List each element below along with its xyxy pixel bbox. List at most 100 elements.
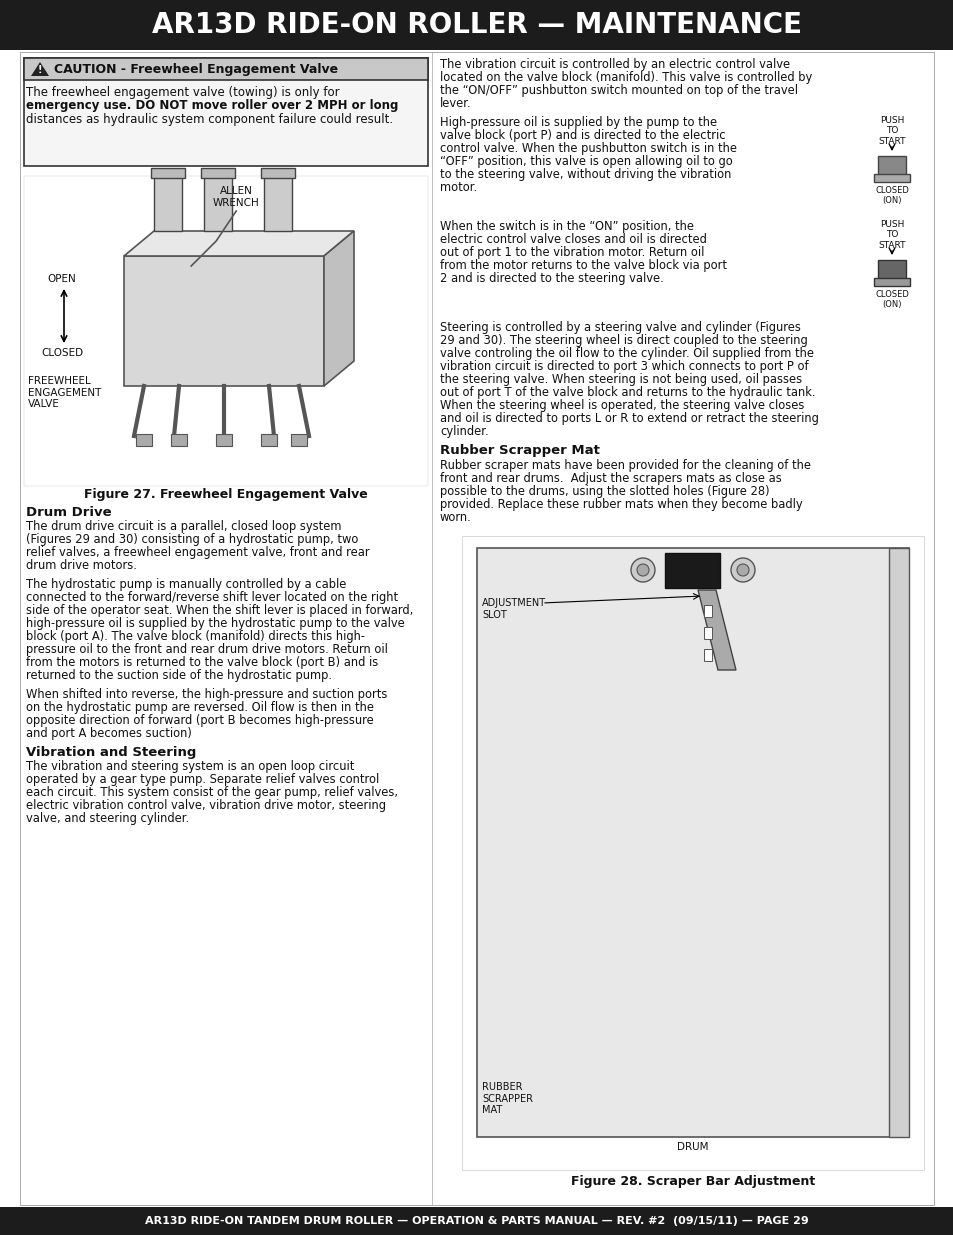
Text: Drum Drive: Drum Drive [26, 506, 112, 519]
Bar [888, 548, 908, 1137]
Bar [461, 536, 923, 1170]
Circle shape [637, 564, 648, 576]
Bar [476, 548, 908, 1137]
Text: connected to the forward/reverse shift lever located on the right: connected to the forward/reverse shift l… [26, 592, 397, 604]
Bar [0, 1207, 953, 1235]
Text: High-pressure oil is supplied by the pump to the: High-pressure oil is supplied by the pum… [439, 116, 717, 128]
Text: control valve. When the pushbutton switch is in the: control valve. When the pushbutton switc… [439, 142, 737, 156]
Text: “OFF” position, this valve is open allowing oil to go: “OFF” position, this valve is open allow… [439, 156, 732, 168]
Text: valve, and steering cylinder.: valve, and steering cylinder. [26, 811, 189, 825]
Text: CAUTION - Freewheel Engagement Valve: CAUTION - Freewheel Engagement Valve [54, 63, 337, 75]
Text: When shifted into reverse, the high-pressure and suction ports: When shifted into reverse, the high-pres… [26, 688, 387, 701]
Text: Steering is controlled by a steering valve and cylinder (Figures: Steering is controlled by a steering val… [439, 321, 800, 333]
Text: from the motor returns to the valve block via port: from the motor returns to the valve bloc… [439, 259, 726, 272]
Text: OPEN: OPEN [48, 274, 76, 284]
Text: operated by a gear type pump. Separate relief valves control: operated by a gear type pump. Separate r… [26, 773, 379, 785]
Text: The vibration and steering system is an open loop circuit: The vibration and steering system is an … [26, 760, 354, 773]
Text: motor.: motor. [439, 182, 476, 194]
Text: out of port 1 to the vibration motor. Return oil: out of port 1 to the vibration motor. Re… [439, 246, 703, 259]
Text: opposite direction of forward (port B becomes high-pressure: opposite direction of forward (port B be… [26, 714, 374, 727]
Text: (Figures 29 and 30) consisting of a hydrostatic pump, two: (Figures 29 and 30) consisting of a hydr… [26, 534, 358, 546]
Text: Figure 27. Freewheel Engagement Valve: Figure 27. Freewheel Engagement Valve [84, 488, 368, 501]
Polygon shape [124, 231, 354, 256]
Text: When the steering wheel is operated, the steering valve closes: When the steering wheel is operated, the… [439, 399, 803, 412]
Bar [264, 177, 292, 231]
Polygon shape [30, 62, 49, 77]
Bar [124, 256, 324, 387]
Text: on the hydrostatic pump are reversed. Oil flow is then in the: on the hydrostatic pump are reversed. Oi… [26, 701, 374, 714]
Text: electric vibration control valve, vibration drive motor, steering: electric vibration control valve, vibrat… [26, 799, 386, 811]
Bar [261, 433, 276, 446]
Text: 29 and 30). The steering wheel is direct coupled to the steering: 29 and 30). The steering wheel is direct… [439, 333, 807, 347]
Bar [24, 58, 428, 165]
Bar [136, 433, 152, 446]
Bar [171, 433, 187, 446]
Text: AR13D RIDE-ON ROLLER — MAINTENANCE: AR13D RIDE-ON ROLLER — MAINTENANCE [152, 11, 801, 40]
Bar [665, 553, 720, 588]
Text: CLOSED: CLOSED [41, 348, 83, 358]
Text: worn.: worn. [439, 511, 471, 524]
Text: !: ! [38, 65, 42, 75]
Bar [291, 433, 307, 446]
Text: front and rear drums.  Adjust the scrapers mats as close as: front and rear drums. Adjust the scraper… [439, 472, 781, 485]
Text: Figure 28. Scraper Bar Adjustment: Figure 28. Scraper Bar Adjustment [570, 1174, 814, 1188]
Text: the steering valve. When steering is not being used, oil passes: the steering valve. When steering is not… [439, 373, 801, 387]
Text: electric control valve closes and oil is directed: electric control valve closes and oil is… [439, 233, 706, 246]
Text: the “ON/OFF” pushbutton switch mounted on top of the travel: the “ON/OFF” pushbutton switch mounted o… [439, 84, 797, 98]
Text: returned to the suction side of the hydrostatic pump.: returned to the suction side of the hydr… [26, 669, 332, 682]
Text: relief valves, a freewheel engagement valve, front and rear: relief valves, a freewheel engagement va… [26, 546, 369, 559]
Text: located on the valve block (manifold). This valve is controlled by: located on the valve block (manifold). T… [439, 70, 811, 84]
Text: CLOSED
(ON): CLOSED (ON) [874, 186, 908, 205]
Text: side of the operator seat. When the shift lever is placed in forward,: side of the operator seat. When the shif… [26, 604, 413, 618]
Text: pressure oil to the front and rear drum drive motors. Return oil: pressure oil to the front and rear drum … [26, 643, 388, 656]
Bar [873, 278, 909, 287]
Text: FREEWHEEL
ENGAGEMENT
VALVE: FREEWHEEL ENGAGEMENT VALVE [28, 375, 101, 409]
Polygon shape [698, 590, 735, 671]
Text: PUSH
TO
START: PUSH TO START [878, 220, 904, 249]
Bar [24, 177, 428, 487]
Polygon shape [324, 231, 354, 387]
Text: provided. Replace these rubber mats when they become badly: provided. Replace these rubber mats when… [439, 498, 801, 511]
Text: out of port T of the valve block and returns to the hydraulic tank.: out of port T of the valve block and ret… [439, 387, 815, 399]
Bar [151, 168, 185, 178]
Text: vibration circuit is directed to port 3 which connects to port P of: vibration circuit is directed to port 3 … [439, 359, 808, 373]
Text: block (port A). The valve block (manifold) directs this high-: block (port A). The valve block (manifol… [26, 630, 365, 643]
Text: CLOSED
(ON): CLOSED (ON) [874, 290, 908, 310]
Text: The hydrostatic pump is manually controlled by a cable: The hydrostatic pump is manually control… [26, 578, 346, 592]
Circle shape [630, 558, 655, 582]
Text: drum drive motors.: drum drive motors. [26, 559, 136, 572]
Bar [153, 177, 182, 231]
Bar [873, 174, 909, 182]
Text: Rubber scraper mats have been provided for the cleaning of the: Rubber scraper mats have been provided f… [439, 459, 810, 472]
Text: The drum drive circuit is a parallel, closed loop system: The drum drive circuit is a parallel, cl… [26, 520, 341, 534]
Text: cylinder.: cylinder. [439, 425, 488, 438]
Bar [877, 156, 905, 177]
Text: The vibration circuit is controlled by an electric control valve: The vibration circuit is controlled by a… [439, 58, 789, 70]
Text: AR13D RIDE-ON TANDEM DRUM ROLLER — OPERATION & PARTS MANUAL — REV. #2  (09/15/11: AR13D RIDE-ON TANDEM DRUM ROLLER — OPERA… [145, 1216, 808, 1226]
Text: each circuit. This system consist of the gear pump, relief valves,: each circuit. This system consist of the… [26, 785, 397, 799]
Text: When the switch is in the “ON” position, the: When the switch is in the “ON” position,… [439, 220, 693, 233]
Bar [703, 650, 711, 661]
Bar [703, 627, 711, 638]
Text: valve controling the oil flow to the cylinder. Oil supplied from the: valve controling the oil flow to the cyl… [439, 347, 813, 359]
Text: from the motors is returned to the valve block (port B) and is: from the motors is returned to the valve… [26, 656, 377, 669]
Text: and port A becomes suction): and port A becomes suction) [26, 727, 192, 740]
Text: to the steering valve, without driving the vibration: to the steering valve, without driving t… [439, 168, 731, 182]
Text: PUSH
TO
START: PUSH TO START [878, 116, 904, 146]
Text: valve block (port P) and is directed to the electric: valve block (port P) and is directed to … [439, 128, 725, 142]
Text: ADJUSTMENT
SLOT: ADJUSTMENT SLOT [481, 598, 545, 620]
Bar [201, 168, 234, 178]
Bar [215, 433, 232, 446]
Text: The freewheel engagement valve (towing) is only for: The freewheel engagement valve (towing) … [26, 86, 339, 99]
Text: possible to the drums, using the slotted holes (Figure 28): possible to the drums, using the slotted… [439, 485, 769, 498]
Bar [703, 605, 711, 618]
Text: RUBBER
SCRAPPER
MAT: RUBBER SCRAPPER MAT [481, 1082, 533, 1115]
Text: lever.: lever. [439, 98, 471, 110]
Bar [0, 0, 953, 49]
Text: 2 and is directed to the steering valve.: 2 and is directed to the steering valve. [439, 272, 663, 285]
Text: distances as hydraulic system component failure could result.: distances as hydraulic system component … [26, 112, 393, 126]
Bar [24, 58, 428, 80]
Bar [877, 261, 905, 280]
Text: Vibration and Steering: Vibration and Steering [26, 746, 196, 760]
Circle shape [737, 564, 748, 576]
